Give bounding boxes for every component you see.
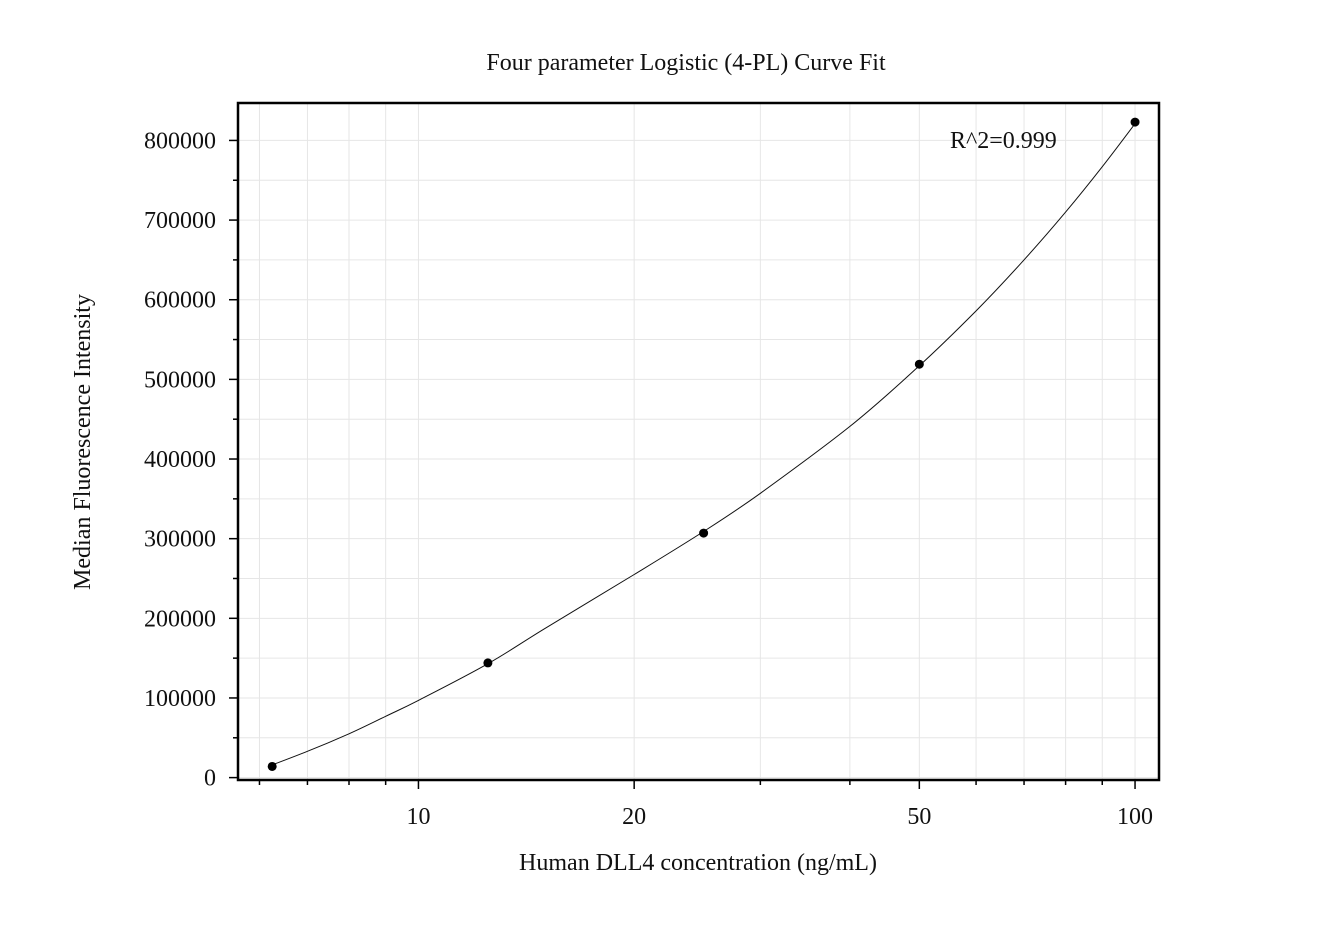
chart-title: Four parameter Logistic (4-PL) Curve Fit bbox=[486, 50, 886, 76]
x-axis-label: Human DLL4 concentration (ng/mL) bbox=[519, 850, 877, 876]
data-point bbox=[914, 359, 924, 369]
y-tick-label: 600000 bbox=[144, 288, 216, 314]
y-tick-label: 300000 bbox=[144, 527, 216, 553]
data-point bbox=[267, 761, 277, 771]
x-tick-label: 100 bbox=[1117, 804, 1153, 830]
y-tick-label: 200000 bbox=[144, 606, 216, 632]
data-points bbox=[267, 117, 1140, 771]
x-tick-label: 20 bbox=[622, 804, 646, 830]
r-squared-annotation: R^2=0.999 bbox=[950, 128, 1057, 154]
grid-lines bbox=[238, 103, 1159, 780]
data-point bbox=[1130, 117, 1140, 127]
axis-tick-labels: 10 20 50 100 0 100000 200000 300000 400000 500000… bbox=[144, 128, 1153, 830]
data-point bbox=[483, 658, 493, 668]
x-tick-label: 50 bbox=[907, 804, 931, 830]
y-axis-label: Median Fluorescence Intensity bbox=[70, 294, 96, 590]
x-tick-label: 10 bbox=[406, 804, 430, 830]
axis-ticks bbox=[229, 139, 1136, 789]
y-tick-label: 800000 bbox=[144, 128, 216, 154]
plot-frame bbox=[236, 101, 1161, 782]
y-tick-label: 100000 bbox=[144, 686, 216, 712]
y-tick-label: 700000 bbox=[144, 208, 216, 234]
y-tick-label: 500000 bbox=[144, 367, 216, 393]
y-tick-label: 400000 bbox=[144, 447, 216, 473]
data-point bbox=[699, 528, 709, 538]
y-tick-label: 0 bbox=[204, 766, 216, 792]
